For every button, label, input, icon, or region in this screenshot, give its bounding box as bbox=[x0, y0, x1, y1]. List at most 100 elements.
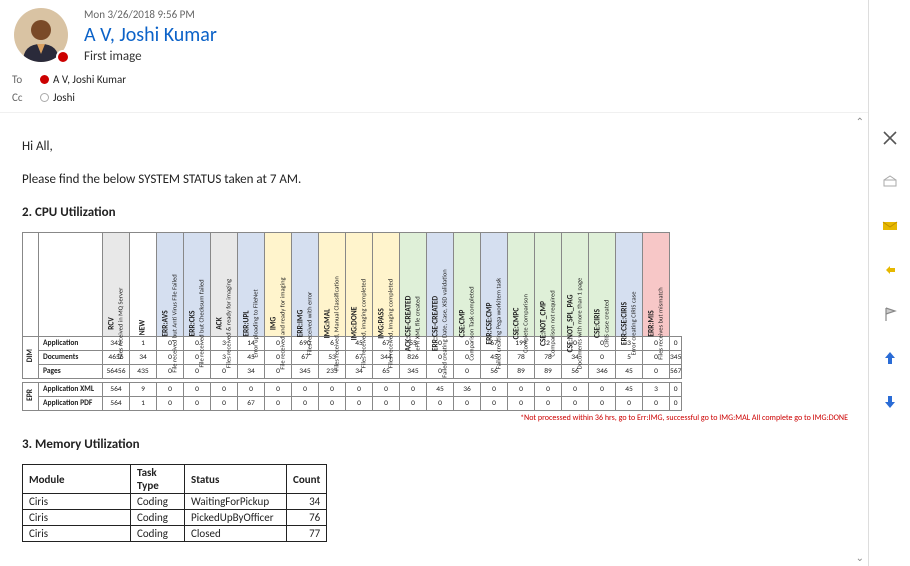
cc-name[interactable]: Joshi bbox=[53, 91, 75, 104]
reply-icon[interactable] bbox=[882, 174, 898, 190]
cell: 0 bbox=[373, 397, 400, 411]
to-label: To bbox=[12, 73, 40, 86]
mem-cell: Coding bbox=[131, 510, 185, 526]
reply-all-icon[interactable] bbox=[882, 218, 898, 234]
presence-dot bbox=[56, 50, 70, 64]
col-ipas: IMG:PASSFiles received, Imaging complete… bbox=[373, 233, 400, 337]
cell: 34 bbox=[238, 365, 265, 379]
col-rcv: RCVFiles received in MQ Server bbox=[103, 233, 130, 337]
presence-icon bbox=[40, 93, 49, 102]
cell: 0 bbox=[400, 397, 427, 411]
cell: 45 bbox=[616, 383, 643, 397]
cell: 1 bbox=[130, 397, 157, 411]
col-ccmpc: CSE:CMPCComplete Comparison bbox=[508, 233, 535, 337]
cell: 345 bbox=[670, 351, 682, 365]
row-header: Application XML bbox=[39, 383, 103, 397]
cell: 0 bbox=[211, 397, 238, 411]
col-acse: ACK:CSE-CREATEDePR XML file created bbox=[400, 233, 427, 337]
cell: 0 bbox=[562, 383, 589, 397]
cell: 0 bbox=[670, 397, 682, 411]
cell: 56456 bbox=[103, 365, 130, 379]
cell: 826 bbox=[400, 351, 427, 365]
cell: 0 bbox=[508, 383, 535, 397]
mem-cell: Closed bbox=[185, 526, 287, 542]
mem-cell: Coding bbox=[131, 494, 185, 510]
cell: 0 bbox=[481, 383, 508, 397]
up-arrow-icon[interactable] bbox=[882, 350, 898, 366]
section-cpu: 2. CPU Utilization bbox=[22, 205, 852, 220]
cell: 0 bbox=[670, 383, 682, 397]
recipients: To A V, Joshi Kumar Cc Joshi bbox=[0, 68, 868, 112]
cell: 0 bbox=[589, 351, 616, 365]
flag-icon[interactable] bbox=[882, 306, 898, 322]
cell: 1 bbox=[130, 337, 157, 351]
cell: 67 bbox=[238, 397, 265, 411]
cell: 0 bbox=[373, 383, 400, 397]
cell: 0 bbox=[481, 397, 508, 411]
mem-cell: WaitingForPickup bbox=[185, 494, 287, 510]
cell: 0 bbox=[157, 383, 184, 397]
col-new: NEW bbox=[130, 233, 157, 337]
row-header: Documents bbox=[39, 351, 103, 365]
mem-col-header: Status bbox=[185, 465, 287, 494]
row-group: DIM bbox=[23, 337, 39, 379]
col-ack: ACKFiles received & ready for imaging bbox=[211, 233, 238, 337]
cell: 0 bbox=[400, 383, 427, 397]
col-emis: ERR:MISFiles receives but mismatch bbox=[643, 233, 670, 337]
cell: 564 bbox=[103, 397, 130, 411]
cell: 0 bbox=[211, 383, 238, 397]
cell: 435 bbox=[130, 365, 157, 379]
col-idon: IMG:DONEFiles received, imaging complete… bbox=[346, 233, 373, 337]
cell: 0 bbox=[670, 337, 682, 351]
mem-cell: 76 bbox=[287, 510, 327, 526]
mem-cell: 77 bbox=[287, 526, 327, 542]
mem-cell: 34 bbox=[287, 494, 327, 510]
cell: 0 bbox=[427, 397, 454, 411]
row-header: Application PDF bbox=[39, 397, 103, 411]
cell: 0 bbox=[508, 397, 535, 411]
col-imal: IMG:MALFiles received, Manual Classifica… bbox=[319, 233, 346, 337]
cell: 89 bbox=[535, 365, 562, 379]
cell: 0 bbox=[454, 397, 481, 411]
body-intro: Please find the below SYSTEM STATUS take… bbox=[22, 172, 852, 187]
cell: 0 bbox=[292, 383, 319, 397]
sender-name[interactable]: A V, Joshi Kumar bbox=[84, 23, 854, 47]
down-arrow-icon[interactable] bbox=[882, 394, 898, 410]
avatar-wrap bbox=[14, 8, 70, 64]
cell: 45 bbox=[427, 383, 454, 397]
cell: 34 bbox=[130, 351, 157, 365]
cell: 0 bbox=[616, 397, 643, 411]
col-eavs: ERR:AVSFile received but Anti Virus File… bbox=[157, 233, 184, 337]
cell: 0 bbox=[562, 397, 589, 411]
col-eimg: ERR:IMGFiles received with error bbox=[292, 233, 319, 337]
cell: 0 bbox=[535, 397, 562, 411]
col-ecir: ERR:CSE:CIRISError creating CIRIS case bbox=[616, 233, 643, 337]
table-footnote: *Not processed within 36 hrs, go to Err:… bbox=[22, 413, 852, 423]
cell: 0 bbox=[184, 383, 211, 397]
to-name[interactable]: A V, Joshi Kumar bbox=[53, 73, 126, 86]
cell: 0 bbox=[454, 365, 481, 379]
close-icon[interactable] bbox=[882, 130, 898, 146]
cell: 0 bbox=[589, 397, 616, 411]
col-ecks: ERR:CKSFile received but Checksum failed bbox=[184, 233, 211, 337]
cell: 0 bbox=[535, 383, 562, 397]
cell: 346 bbox=[589, 365, 616, 379]
scroll-down-icon[interactable]: ⌄ bbox=[856, 551, 864, 564]
cell: 0 bbox=[346, 383, 373, 397]
section-mem: 3. Memory Utilization bbox=[22, 437, 852, 452]
col-ecse: ERR:CSE-CREATEDFailed creating Date, Cas… bbox=[427, 233, 454, 337]
mem-cell: Coding bbox=[131, 526, 185, 542]
cell: 0 bbox=[643, 365, 670, 379]
cell: 564 bbox=[103, 383, 130, 397]
row-group: EPR bbox=[23, 383, 39, 411]
forward-icon[interactable] bbox=[882, 262, 898, 278]
mem-col-header: Module bbox=[23, 465, 131, 494]
cell: 0 bbox=[265, 397, 292, 411]
scroll-up-icon[interactable]: ⌃ bbox=[856, 115, 864, 128]
col-cnc: CSE:NOT_CMPComparison not required bbox=[535, 233, 562, 337]
cell: 0 bbox=[265, 383, 292, 397]
col-img: IMGFile received and ready for imaging bbox=[265, 233, 292, 337]
cell: 0 bbox=[319, 397, 346, 411]
col-ccmp: CSE:CMPComparison Task completed bbox=[454, 233, 481, 337]
col-eupl: ERR:UPLError uploading to FileNet bbox=[238, 233, 265, 337]
